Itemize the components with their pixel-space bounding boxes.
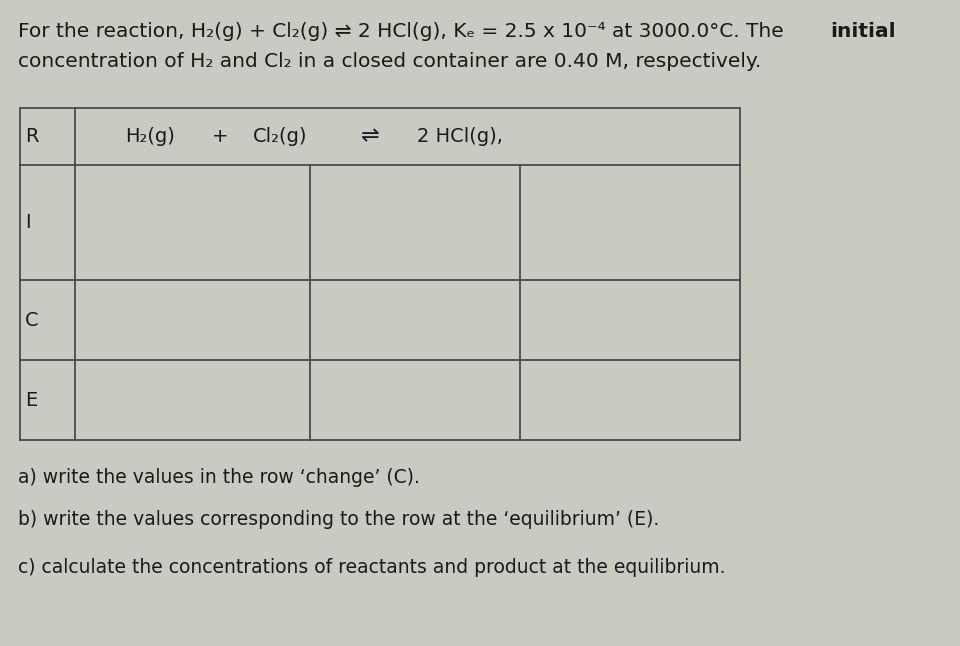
Text: H₂(g): H₂(g) — [125, 127, 175, 146]
Text: concentration of H₂ and Cl₂ in a closed container are 0.40 M, respectively.: concentration of H₂ and Cl₂ in a closed … — [18, 52, 761, 71]
Text: C: C — [25, 311, 38, 329]
Text: R: R — [25, 127, 38, 146]
Text: +: + — [212, 127, 228, 146]
Text: 2 HCl(g),: 2 HCl(g), — [417, 127, 503, 146]
Text: a) write the values in the row ‘change’ (C).: a) write the values in the row ‘change’ … — [18, 468, 420, 487]
Text: Cl₂(g): Cl₂(g) — [252, 127, 307, 146]
Text: ⇌: ⇌ — [361, 127, 379, 147]
Text: initial: initial — [830, 22, 896, 41]
Text: c) calculate the concentrations of reactants and product at the equilibrium.: c) calculate the concentrations of react… — [18, 558, 726, 577]
Text: b) write the values corresponding to the row at the ‘equilibrium’ (E).: b) write the values corresponding to the… — [18, 510, 660, 529]
Text: E: E — [25, 390, 37, 410]
Text: For the reaction, H₂(g) + Cl₂(g) ⇌ 2 HCl(g), Kₑ = 2.5 x 10⁻⁴ at 3000.0°C. The: For the reaction, H₂(g) + Cl₂(g) ⇌ 2 HCl… — [18, 22, 790, 41]
Text: I: I — [25, 213, 31, 232]
